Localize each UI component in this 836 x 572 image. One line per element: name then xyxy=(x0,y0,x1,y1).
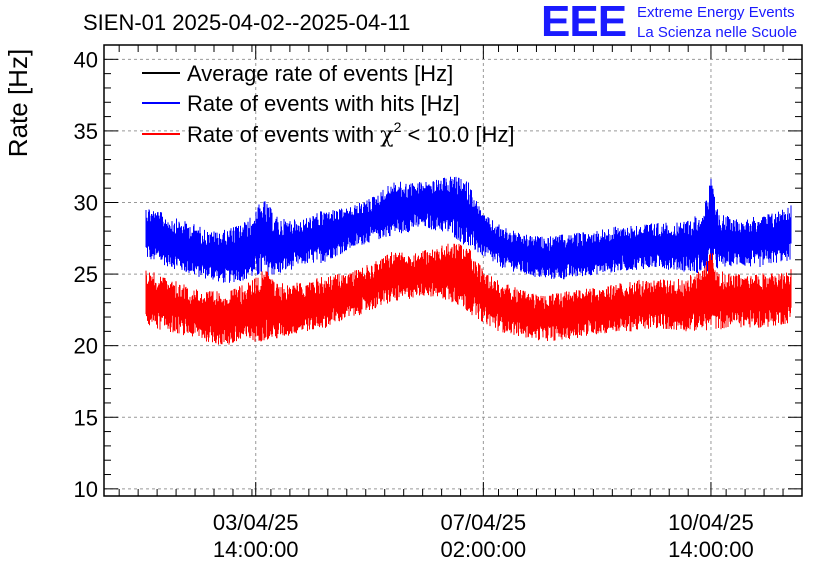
x-tick-label-time: 14:00:00 xyxy=(213,537,299,562)
series-chi2-line xyxy=(145,243,792,345)
y-tick-label: 15 xyxy=(74,405,98,430)
eee-logo: EEE xyxy=(541,0,627,46)
x-tick-label-time: 02:00:00 xyxy=(441,537,527,562)
series-hits-line xyxy=(145,176,792,283)
y-tick-label: 35 xyxy=(74,119,98,144)
y-tick-label: 20 xyxy=(74,334,98,359)
legend-entry: Rate of events with hits [Hz] xyxy=(187,91,460,116)
y-axis-label: Rate [Hz] xyxy=(3,49,33,157)
y-tick-label: 30 xyxy=(74,190,98,215)
org-name-line1: Extreme Energy Events xyxy=(637,4,795,21)
x-tick-label-time: 14:00:00 xyxy=(668,537,754,562)
x-tick-label-date: 03/04/25 xyxy=(213,510,299,535)
y-tick-label: 25 xyxy=(74,262,98,287)
legend-entry: Rate of events with χ2 < 10.0 [Hz] xyxy=(187,119,514,148)
x-tick-label-date: 07/04/25 xyxy=(441,510,527,535)
chart-title: SIEN-01 2025-04-02--2025-04-11 xyxy=(83,10,411,35)
x-tick-label-date: 10/04/25 xyxy=(668,510,754,535)
y-tick-label: 10 xyxy=(74,477,98,502)
org-name-line2: La Scienza nelle Scuole xyxy=(637,24,798,41)
plot-frame xyxy=(103,44,803,497)
legend-entry: Average rate of events [Hz] xyxy=(187,61,453,86)
y-tick-label: 40 xyxy=(74,47,98,72)
